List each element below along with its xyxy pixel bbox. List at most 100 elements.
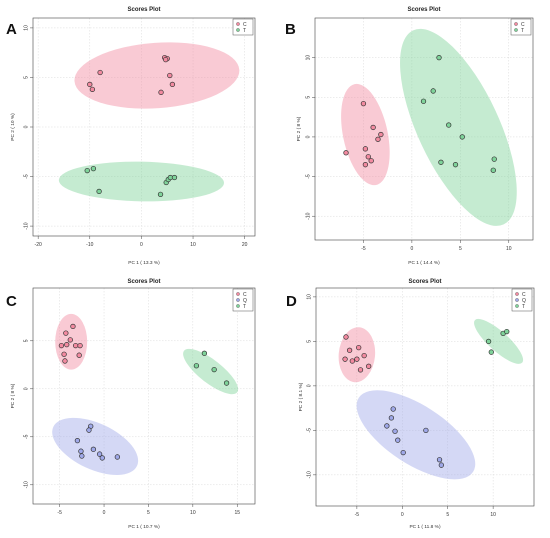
x-axis-label: PC 1 ( 13.3 %)	[128, 260, 160, 266]
confidence-ellipse-C	[338, 327, 376, 383]
plot-title: Scores Plot	[408, 279, 441, 285]
legend-label-T: T	[521, 28, 524, 34]
plot-frame	[314, 17, 534, 241]
y-tick-label: 0	[23, 387, 29, 390]
y-tick-label: -5	[306, 428, 312, 433]
data-point-Q	[390, 406, 396, 412]
legend-marker-Q	[236, 298, 240, 302]
data-point-C	[343, 150, 349, 156]
data-point-T	[201, 350, 208, 356]
x-tick-label: 10	[190, 242, 196, 248]
data-point-C	[87, 81, 93, 88]
data-point-C	[354, 356, 360, 362]
data-point-C	[77, 342, 83, 349]
data-point-T	[223, 380, 230, 386]
data-point-C	[169, 81, 176, 88]
plot-title: Scores Plot	[127, 279, 160, 285]
data-point-T	[211, 366, 217, 373]
x-tick-label: 20	[242, 242, 248, 248]
legend-label-C: C	[522, 292, 526, 298]
x-tick-label: 0	[103, 510, 106, 516]
data-point-Q	[90, 446, 97, 452]
legend-marker-T	[514, 28, 518, 32]
x-tick-label: 15	[234, 510, 240, 516]
data-point-Q	[395, 437, 401, 443]
y-axis-label: PC 2 ( 8 %)	[296, 116, 302, 141]
panel-letter: D	[286, 293, 297, 310]
data-point-C	[58, 342, 65, 349]
data-point-Q	[423, 427, 429, 434]
y-tick-label: 0	[306, 384, 312, 387]
legend-label-C: C	[521, 22, 525, 28]
y-tick-label: 5	[305, 96, 311, 99]
x-axis-label: PC 1 ( 11.8 %)	[409, 524, 441, 530]
plot-area	[315, 18, 533, 240]
data-point-Q	[79, 453, 85, 459]
data-point-T	[171, 174, 178, 181]
y-axis-label: PC 2 ( 10 %)	[10, 113, 16, 141]
data-point-T	[452, 162, 459, 168]
data-point-C	[378, 131, 384, 138]
x-tick-label: -5	[57, 510, 62, 516]
legend-label-Q: Q	[243, 298, 247, 304]
legend-label-T: T	[522, 304, 525, 310]
data-point-C	[63, 330, 69, 336]
data-point-C	[349, 358, 355, 364]
data-point-T	[459, 134, 465, 140]
data-point-T	[436, 54, 442, 61]
data-point-T	[96, 188, 102, 195]
plot-area	[33, 288, 255, 504]
chart-panel-D: D Scores Plot -5 0 5 10 -10 -5 0 5 10 PC 1 ( 11.8 %…	[286, 279, 535, 530]
y-tick-label: -5	[305, 174, 311, 179]
plot-area	[316, 288, 534, 506]
legend: CT	[510, 18, 532, 36]
legend-marker-C	[514, 22, 518, 26]
legend-marker-T	[236, 304, 240, 308]
data-point-C	[64, 341, 70, 348]
data-point-Q	[384, 423, 390, 429]
legend-label-T: T	[243, 304, 246, 310]
data-point-C	[89, 86, 96, 92]
data-point-Q	[86, 427, 92, 433]
data-point-C	[366, 363, 372, 369]
y-tick-label: -10	[23, 222, 29, 229]
data-point-C	[163, 56, 169, 63]
chart-panel-A: A Scores Plot -20 -10 0 10 20 -10 -5 0 5 10 PC 1 ( 1…	[6, 7, 256, 266]
data-point-T	[438, 159, 444, 165]
legend-label-T: T	[243, 28, 246, 34]
x-tick-label: 0	[401, 512, 404, 518]
data-point-C	[343, 334, 349, 340]
x-tick-label: 0	[140, 242, 143, 248]
panel-letter: B	[285, 21, 296, 38]
data-point-C	[365, 154, 371, 160]
data-point-T	[490, 167, 496, 173]
confidence-ellipse-T	[474, 318, 524, 364]
y-axis-label: PC 2 ( 8.1 %)	[298, 382, 304, 411]
data-point-C	[70, 323, 76, 330]
y-tick-label: 5	[306, 340, 312, 343]
legend-label-Q: Q	[522, 298, 526, 304]
confidence-ellipse-C	[74, 42, 240, 109]
data-point-C	[356, 344, 362, 351]
y-tick-label: 10	[23, 25, 29, 31]
data-point-C	[67, 337, 73, 343]
confidence-ellipse-Q	[356, 390, 476, 480]
data-point-T	[90, 165, 97, 172]
data-point-C	[360, 100, 367, 107]
x-tick-label: 10	[490, 512, 496, 518]
plot-title: Scores Plot	[127, 7, 160, 13]
plot-frame	[315, 287, 535, 507]
data-point-C	[361, 352, 367, 359]
data-point-Q	[388, 415, 395, 421]
data-point-Q	[400, 449, 406, 456]
y-tick-label: 5	[23, 76, 29, 79]
y-tick-label: 0	[23, 125, 29, 128]
data-point-T	[420, 98, 427, 104]
legend-marker-C	[236, 22, 240, 26]
legend-marker-T	[515, 304, 519, 308]
y-tick-label: -10	[306, 471, 312, 478]
data-point-T	[84, 167, 90, 174]
data-point-Q	[78, 448, 84, 454]
data-point-Q	[438, 462, 445, 468]
